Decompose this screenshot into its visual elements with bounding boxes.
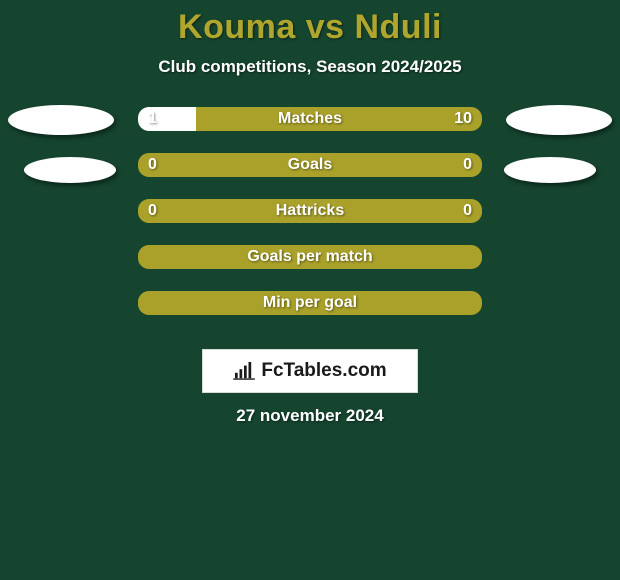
stat-bar: Goals per match — [138, 245, 482, 269]
vs-separator: vs — [296, 8, 355, 46]
bar-right-value: 10 — [454, 107, 472, 131]
bar-chart-icon — [233, 362, 255, 380]
bar-left-value: 0 — [148, 199, 157, 223]
bar-right-value: 0 — [463, 153, 472, 177]
player-b-marker-2 — [504, 157, 596, 183]
stat-bar: 0 0 Goals — [138, 153, 482, 177]
bar-label: Hattricks — [276, 202, 344, 219]
bar-left-fill — [138, 107, 196, 131]
comparison-card: Kouma vs Nduli Club competitions, Season… — [0, 0, 620, 580]
player-b-name: Nduli — [354, 8, 441, 46]
bar-label: Goals per match — [247, 248, 372, 265]
bar-left-value: 1 — [148, 107, 157, 131]
bars-container: 1 10 Matches 0 0 Goals 0 0 Hattricks Goals per ma… — [138, 107, 482, 337]
snapshot-date: 27 november 2024 — [0, 406, 620, 426]
stat-bar: Min per goal — [138, 291, 482, 315]
bar-label: Goals — [288, 156, 332, 173]
stat-bar: 1 10 Matches — [138, 107, 482, 131]
logo-text: FcTables.com — [261, 360, 386, 382]
logo-box: FcTables.com — [202, 349, 418, 393]
stat-bar: 0 0 Hattricks — [138, 199, 482, 223]
player-a-name: Kouma — [178, 8, 296, 46]
bar-label: Matches — [278, 110, 342, 127]
player-b-marker-1 — [506, 105, 612, 135]
bar-right-value: 0 — [463, 199, 472, 223]
page-title: Kouma vs Nduli — [0, 0, 620, 47]
subtitle-text: Club competitions, Season 2024/2025 — [0, 57, 620, 77]
player-a-marker-2 — [24, 157, 116, 183]
bar-left-value: 0 — [148, 153, 157, 177]
bar-label: Min per goal — [263, 294, 357, 311]
player-a-marker-1 — [8, 105, 114, 135]
